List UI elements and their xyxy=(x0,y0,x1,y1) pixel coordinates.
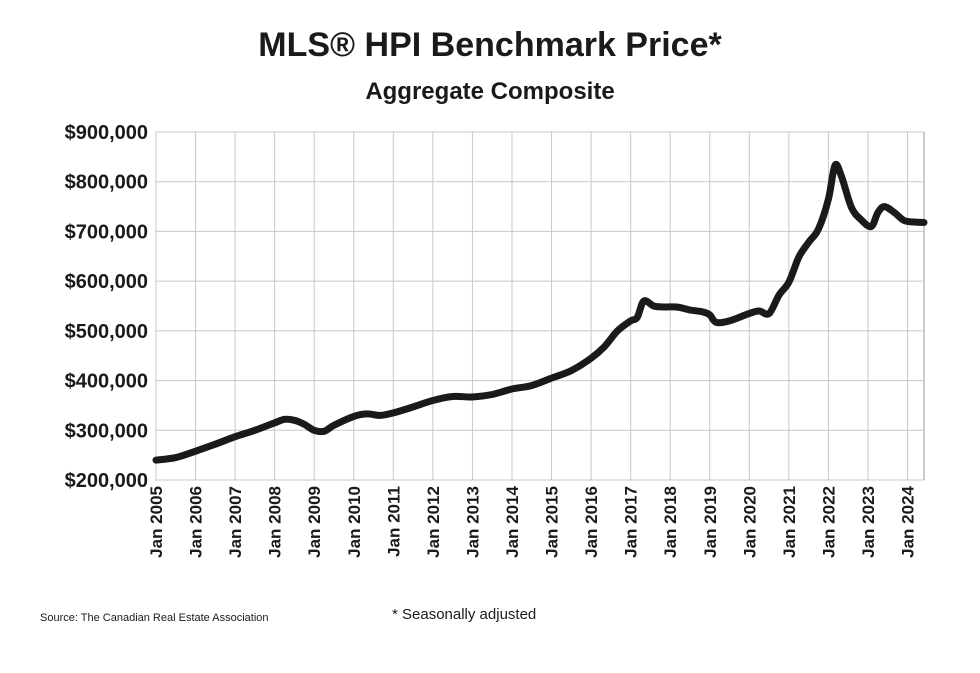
chart-subtitle: Aggregate Composite xyxy=(365,78,615,105)
benchmark-price-line xyxy=(152,160,928,464)
x-tick-label: Jan 2011 xyxy=(384,486,403,557)
seasonal-footnote: * Seasonally adjusted xyxy=(392,606,537,623)
y-tick-label: $500,000 xyxy=(65,321,148,343)
y-tick-label: $900,000 xyxy=(65,122,148,144)
x-tick-label: Jan 2015 xyxy=(543,486,562,558)
y-tick-label: $400,000 xyxy=(65,371,148,393)
x-tick-label: Jan 2014 xyxy=(503,485,522,557)
chart-title: MLS® HPI Benchmark Price* xyxy=(258,26,722,64)
y-axis: $200,000 $300,000 $400,000 $500,000 $600,000… xyxy=(65,122,148,492)
y-tick-label: $600,000 xyxy=(65,271,148,293)
source-note: Source: The Canadian Real Estate Associa… xyxy=(40,612,269,624)
x-tick-label: Jan 2019 xyxy=(701,486,720,558)
x-tick-label: Jan 2009 xyxy=(305,486,324,558)
x-tick-label: Jan 2024 xyxy=(899,485,918,557)
y-tick-label: $700,000 xyxy=(65,221,148,243)
x-tick-label: Jan 2013 xyxy=(463,486,482,558)
x-tick-label: Jan 2020 xyxy=(740,486,759,558)
x-tick-label: Jan 2016 xyxy=(582,486,601,558)
x-tick-label: Jan 2005 xyxy=(147,486,166,558)
x-tick-label: Jan 2018 xyxy=(661,486,680,558)
x-tick-label: Jan 2007 xyxy=(226,486,245,558)
x-tick-label: Jan 2022 xyxy=(819,486,838,558)
x-axis: Jan 2005 Jan 2006 Jan 2007 Jan 2008 Jan 2009… xyxy=(147,485,918,557)
y-tick-label: $200,000 xyxy=(65,470,148,492)
x-tick-label: Jan 2017 xyxy=(622,486,641,558)
y-tick-label: $800,000 xyxy=(65,172,148,194)
x-tick-label: Jan 2012 xyxy=(424,486,443,558)
x-tick-label: Jan 2010 xyxy=(345,486,364,558)
x-tick-label: Jan 2008 xyxy=(266,486,285,558)
y-tick-label: $300,000 xyxy=(65,420,148,442)
x-tick-label: Jan 2021 xyxy=(780,486,799,558)
x-tick-label: Jan 2006 xyxy=(187,486,206,558)
x-tick-label: Jan 2023 xyxy=(859,486,878,558)
series-group xyxy=(152,160,928,464)
grid-lines xyxy=(155,131,924,481)
